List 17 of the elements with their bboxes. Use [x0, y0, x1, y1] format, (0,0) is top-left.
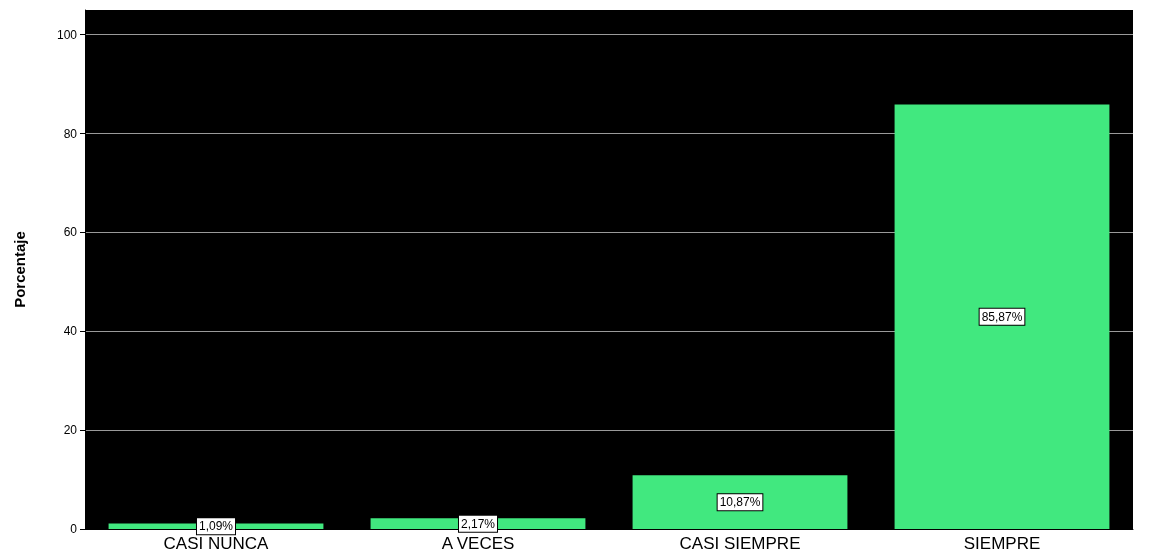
data-label: 85,87%: [981, 309, 1023, 324]
bar: [894, 104, 1110, 529]
y-axis-title: Porcentaje: [11, 231, 28, 308]
y-tick-label: 60: [63, 225, 78, 240]
x-tick-label: A VECES: [441, 534, 515, 553]
data-label: 10,87%: [719, 495, 761, 510]
x-tick-label: SIEMPRE: [963, 534, 1041, 553]
y-tick-label: 20: [63, 423, 78, 438]
data-label: 2,17%: [460, 516, 496, 531]
y-tick-label: 100: [56, 27, 78, 42]
bar: [632, 475, 848, 529]
y-tick-label: 80: [63, 126, 78, 141]
y-tick-label: 0: [70, 522, 78, 536]
y-tick-label: 40: [63, 324, 78, 339]
data-label: 1,09%: [198, 519, 234, 534]
x-tick-label: CASI NUNCA: [163, 534, 270, 553]
x-tick-label: CASI SIEMPRE: [679, 534, 801, 553]
